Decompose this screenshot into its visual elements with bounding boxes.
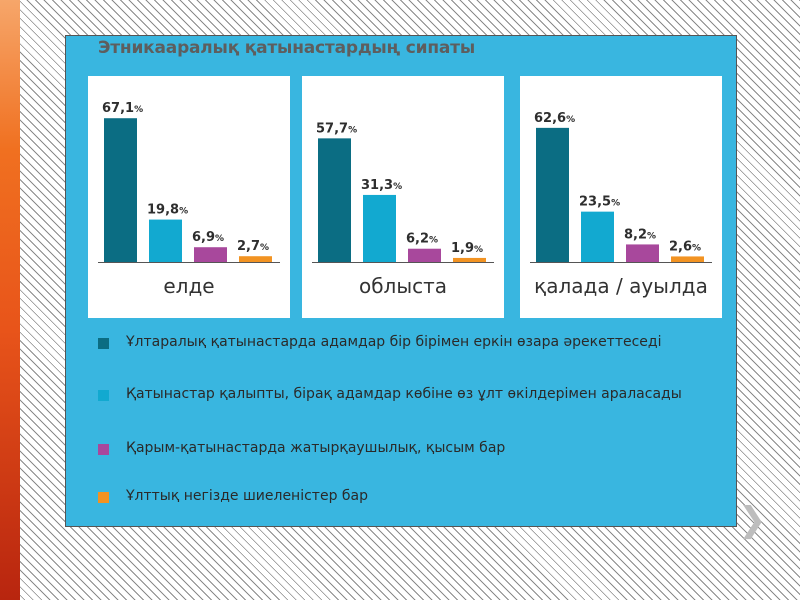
legend-label-1: Ұлтаралық қатынастарда адамдар бір бірім…: [126, 334, 662, 350]
legend-label-3: Қарым-қатынастарда жатырқаушылық, қысым …: [126, 440, 506, 456]
bar-chart-elde: 67,1% 19,8% 6,9% 2,7%: [98, 101, 280, 263]
panel-label-qalada-auylda: қалада / ауылда: [534, 274, 708, 298]
panel-label-elde: елде: [163, 274, 215, 298]
bar-4: [239, 256, 272, 262]
data-label-1: 62,6%: [534, 111, 575, 126]
chart-title: Этникааралық қатынастардың сипаты: [98, 38, 475, 58]
bar-chart-oblysta: 57,7% 31,3% 6,2% 1,9%: [312, 121, 494, 263]
data-label-3: 6,2%: [406, 232, 438, 247]
data-label-3: 6,9%: [192, 230, 224, 245]
bar-2: [363, 194, 396, 262]
data-label-1: 57,7%: [316, 121, 357, 136]
panel-label-oblysta: облыста: [358, 274, 448, 298]
chevron-right-icon[interactable]: ❯: [738, 500, 767, 540]
data-label-2: 19,8%: [147, 203, 188, 218]
data-label-2: 31,3%: [361, 178, 402, 193]
data-label-1: 67,1%: [102, 101, 143, 116]
data-label-3: 8,2%: [624, 227, 656, 242]
bar-3: [194, 247, 227, 262]
data-label-4: 2,6%: [669, 239, 701, 254]
bar-chart-qalada-auylda: 62,6% 23,5% 8,2% 2,6%: [530, 111, 712, 263]
panel-elde: 67,1% 19,8% 6,9% 2,7% елде: [88, 76, 290, 318]
bar-2: [581, 211, 614, 262]
bar-1: [104, 118, 137, 262]
bar-4: [453, 257, 486, 262]
data-label-4: 1,9%: [451, 241, 483, 256]
panel-qalada-auylda: 62,6% 23,5% 8,2% 2,6% қалада / ауылда: [520, 76, 722, 318]
bar-1: [536, 127, 569, 262]
data-label-2: 23,5%: [579, 195, 620, 210]
legend-swatch-3: [98, 444, 109, 455]
bar-2: [149, 219, 182, 262]
legend-swatch-2: [98, 390, 109, 401]
left-accent-bar: [0, 0, 20, 600]
legend-label-2: Қатынастар қалыпты, бірақ адамдар көбіне…: [126, 386, 682, 402]
legend-swatch-4: [98, 492, 109, 503]
panel-oblysta: 57,7% 31,3% 6,2% 1,9% облыста: [302, 76, 504, 318]
bar-3: [408, 248, 441, 262]
data-label-4: 2,7%: [237, 239, 269, 254]
bar-3: [626, 244, 659, 262]
slide: Этникааралық қатынастардың сипаты 67,1% 1…: [65, 35, 737, 527]
bar-4: [671, 256, 704, 262]
legend-swatch-1: [98, 338, 109, 349]
bar-1: [318, 138, 351, 262]
legend-label-4: Ұлттық негізде шиеленістер бар: [126, 488, 368, 504]
